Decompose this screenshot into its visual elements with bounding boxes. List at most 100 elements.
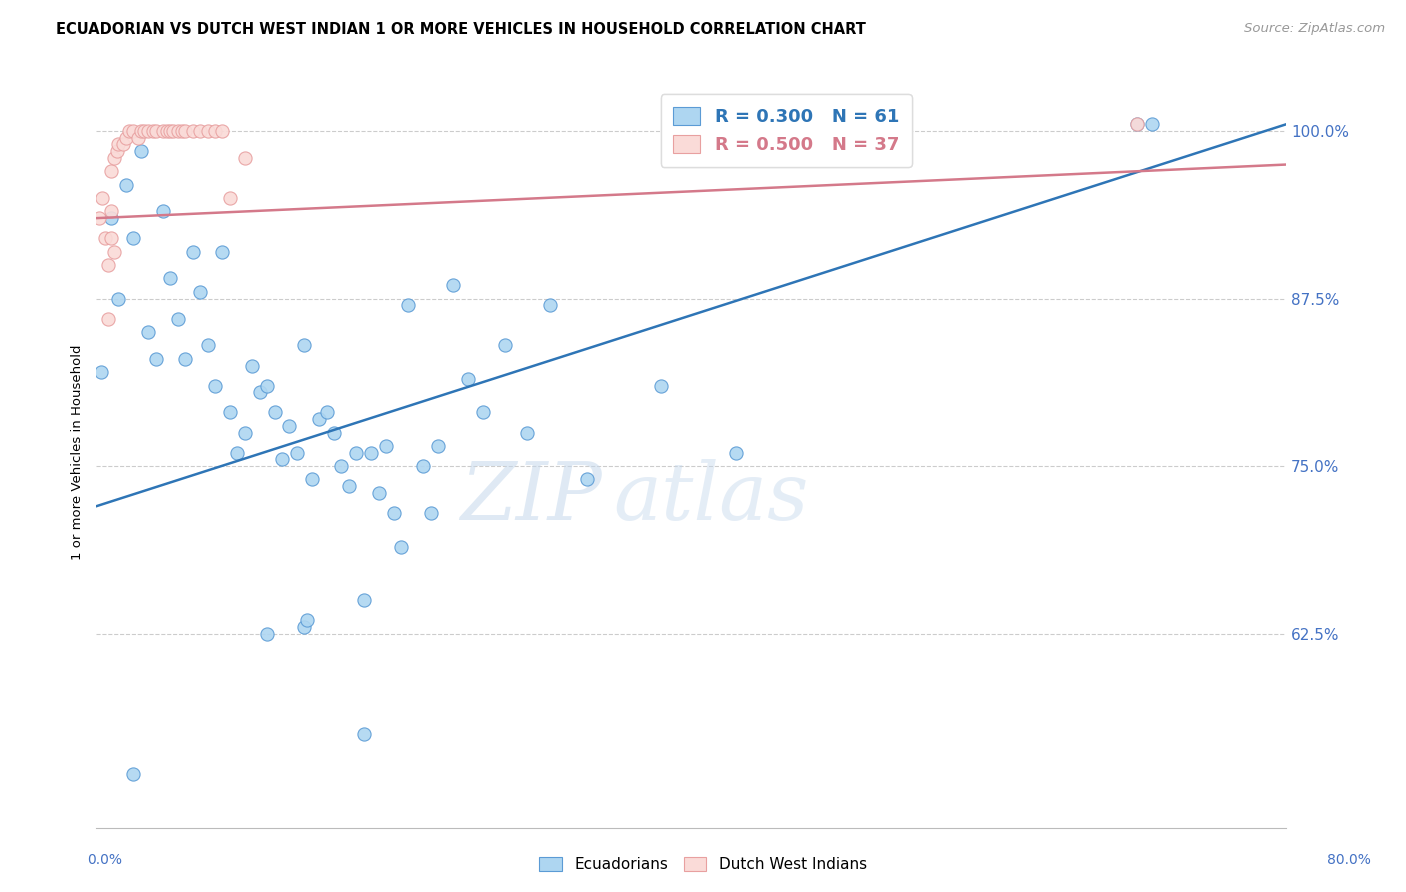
Point — [100, 204, 122, 219]
Point — [152, 204, 174, 219]
Point — [297, 613, 319, 627]
Point — [389, 540, 412, 554]
Point — [166, 124, 188, 138]
Point — [118, 124, 141, 138]
Point — [152, 124, 174, 138]
Point — [174, 351, 197, 366]
Text: Source: ZipAtlas.com: Source: ZipAtlas.com — [1244, 22, 1385, 36]
Point — [197, 124, 219, 138]
Point — [114, 178, 136, 192]
Point — [292, 338, 315, 352]
Point — [188, 285, 211, 299]
Point — [204, 124, 226, 138]
Text: 80.0%: 80.0% — [1327, 853, 1371, 867]
Point — [87, 211, 110, 226]
Point — [211, 244, 233, 259]
Point — [100, 164, 122, 178]
Point — [127, 130, 149, 145]
Point — [330, 459, 353, 474]
Point — [97, 258, 120, 272]
Point — [89, 365, 111, 379]
Text: atlas: atlas — [613, 459, 808, 536]
Point — [353, 727, 375, 741]
Point — [142, 124, 165, 138]
Point — [516, 425, 538, 440]
Point — [396, 298, 419, 312]
Point — [219, 405, 242, 419]
Point — [129, 124, 152, 138]
Point — [308, 412, 330, 426]
Point — [122, 767, 145, 781]
Point — [278, 418, 301, 433]
Point — [263, 405, 285, 419]
Point — [166, 311, 188, 326]
Point — [103, 151, 125, 165]
Point — [724, 445, 747, 460]
Point — [132, 124, 155, 138]
Point — [114, 130, 136, 145]
Point — [159, 271, 181, 285]
Y-axis label: 1 or more Vehicles in Household: 1 or more Vehicles in Household — [72, 345, 84, 560]
Text: ZIP: ZIP — [460, 459, 602, 536]
Point — [382, 506, 405, 520]
Point — [650, 378, 672, 392]
Text: 0.0%: 0.0% — [87, 853, 122, 867]
Point — [441, 278, 464, 293]
Point — [100, 211, 122, 226]
Point — [107, 137, 129, 152]
Point — [256, 378, 278, 392]
Point — [271, 452, 294, 467]
Point — [285, 445, 308, 460]
Point — [145, 124, 167, 138]
Point — [145, 351, 167, 366]
Point — [162, 124, 184, 138]
Point — [412, 459, 434, 474]
Point — [1140, 117, 1163, 131]
Point — [292, 620, 315, 634]
Point — [226, 445, 249, 460]
Point — [91, 191, 114, 205]
Point — [122, 231, 145, 245]
Point — [197, 338, 219, 352]
Point — [159, 124, 181, 138]
Point — [105, 144, 128, 158]
Point — [136, 124, 159, 138]
Point — [181, 124, 204, 138]
Point — [427, 439, 450, 453]
Legend: R = 0.300   N = 61, R = 0.500   N = 37: R = 0.300 N = 61, R = 0.500 N = 37 — [661, 94, 911, 167]
Point — [97, 311, 120, 326]
Point — [174, 124, 197, 138]
Point — [249, 385, 271, 400]
Point — [94, 231, 117, 245]
Point — [129, 144, 152, 158]
Point — [219, 191, 242, 205]
Point — [181, 244, 204, 259]
Point — [375, 439, 398, 453]
Point — [360, 445, 382, 460]
Point — [1126, 117, 1149, 131]
Point — [457, 372, 479, 386]
Point — [233, 425, 256, 440]
Point — [100, 231, 122, 245]
Point — [323, 425, 346, 440]
Point — [136, 325, 159, 339]
Point — [204, 378, 226, 392]
Text: ECUADORIAN VS DUTCH WEST INDIAN 1 OR MORE VEHICLES IN HOUSEHOLD CORRELATION CHAR: ECUADORIAN VS DUTCH WEST INDIAN 1 OR MOR… — [56, 22, 866, 37]
Point — [337, 479, 360, 493]
Point — [103, 244, 125, 259]
Point — [240, 359, 263, 373]
Point — [419, 506, 441, 520]
Point — [172, 124, 194, 138]
Point — [575, 473, 598, 487]
Point — [538, 298, 561, 312]
Point — [233, 151, 256, 165]
Point — [494, 338, 516, 352]
Point — [367, 486, 389, 500]
Point — [1126, 117, 1149, 131]
Point — [471, 405, 494, 419]
Point — [256, 626, 278, 640]
Point — [301, 473, 323, 487]
Point — [353, 593, 375, 607]
Point — [211, 124, 233, 138]
Point — [122, 124, 145, 138]
